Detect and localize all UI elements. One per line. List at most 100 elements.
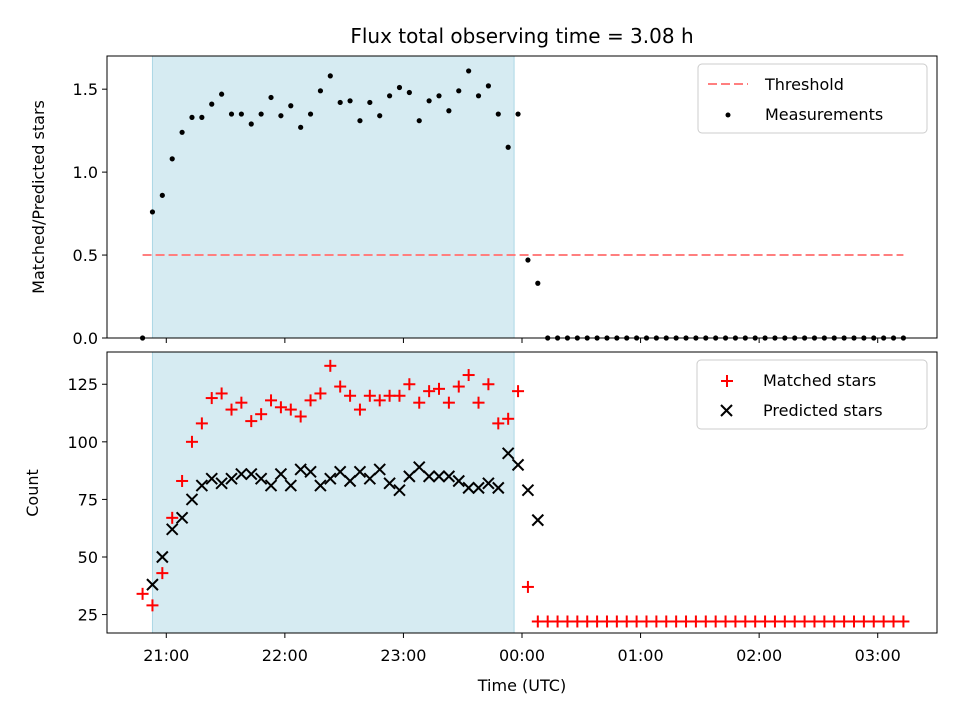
matched-point [433,382,445,395]
measurement-point [228,111,235,117]
measurement-point [238,111,244,117]
measurement-point [396,84,403,91]
matched-point [897,615,910,628]
x-tick-label: 01:00 [618,646,664,665]
matched-point [176,474,189,487]
measurement-point [436,93,442,99]
predicted-point [294,463,307,476]
y-tick-label: 125 [67,375,98,394]
predicted-point [166,523,179,536]
matched-point [462,369,475,382]
legend-predicted-swatch [720,404,733,417]
measurement-point [149,209,156,215]
y-tick-label: 1.0 [73,163,98,182]
predicted-point [195,479,209,492]
top-legend-frame [697,63,928,134]
matched-point [314,387,327,400]
legend-matched-label: Matched stars [763,371,876,390]
matched-point [521,580,534,593]
measurement-point [515,111,521,117]
bottom-shaded-interval [151,351,515,634]
matched-point [502,412,515,425]
predicted-point [422,470,436,483]
matched-point [393,389,406,402]
count-series [136,359,910,628]
predicted-point [482,477,495,490]
y-tick-label: 0.5 [73,246,98,265]
predicted-point [413,460,426,474]
bottom-y-axis-label: Count [23,469,42,517]
predicted-point [304,465,317,478]
matched-point [403,378,416,391]
measurement-point [525,257,531,263]
predicted-point [324,472,337,485]
legend-measurements-label: Measurements [765,105,883,124]
measurement-point [189,114,195,120]
predicted-point [185,493,199,506]
measurement-point [288,103,294,109]
predicted-point [472,481,485,495]
measurement-point [179,129,185,135]
predicted-point [353,465,367,478]
predicted-point [245,467,258,481]
measurements-series [139,68,907,341]
measurement-point [209,101,215,107]
predicted-point [274,467,288,481]
top-shaded-interval [151,55,515,339]
measurement-point [327,73,333,79]
predicted-point [432,470,446,483]
top-y-axis: 0.0 0.5 1.0 1.5 [73,80,107,348]
measurement-point [268,94,274,101]
measurement-point [169,156,175,162]
matched-point [423,385,436,398]
measurement-point [278,113,284,119]
matched-point [245,415,258,428]
predicted-point [146,578,159,591]
legend-predicted-label: Predicted stars [763,401,883,420]
matched-point [512,385,525,398]
measurement-point [426,98,432,104]
bottom-x-axis: 21:00 22:00 23:00 00:00 01:00 02:00 03:00 [143,633,901,665]
top-y-axis-label: Matched/Predicted stars [29,100,48,294]
x-tick-label: 23:00 [380,646,426,665]
predicted-point [452,474,465,488]
bottom-y-axis: 25 50 75 100 125 [67,375,107,625]
x-tick-label: 03:00 [855,646,901,665]
y-tick-label: 50 [78,548,98,567]
measurement-point [466,68,472,74]
x-axis-label: Time (UTC) [477,676,566,695]
predicted-point [393,483,406,497]
measurement-point [475,93,482,99]
x-tick-label: 00:00 [499,646,545,665]
matched-point [363,389,376,402]
measurement-point [199,114,205,120]
predicted-point [333,465,347,478]
predicted-point [284,479,297,492]
measurement-point [317,88,324,94]
matched-point [195,417,208,430]
measurement-point [248,121,254,127]
predicted-point [205,472,218,485]
measurement-point [456,88,462,94]
matched-point [255,408,268,421]
matched-point [215,387,228,400]
predicted-point [314,479,327,492]
top-legend: Threshold Measurements [697,63,928,134]
legend-matched-swatch [721,375,733,387]
y-tick-label: 25 [78,606,98,625]
predicted-point [156,550,169,564]
measurement-point [337,99,343,106]
matched-point [324,359,337,372]
x-tick-label: 22:00 [262,646,308,665]
measurement-point [298,124,304,130]
matched-point [373,394,386,407]
measurement-point [307,111,314,117]
predicted-point [254,472,268,485]
x-tick-label: 02:00 [736,646,782,665]
matched-point [265,394,278,407]
top-panel: 0.0 0.5 1.0 1.5 Matched/Predicted stars Thr… [29,55,938,348]
measurement-point [535,280,541,286]
matched-point [442,396,455,409]
predicted-point [492,481,505,495]
